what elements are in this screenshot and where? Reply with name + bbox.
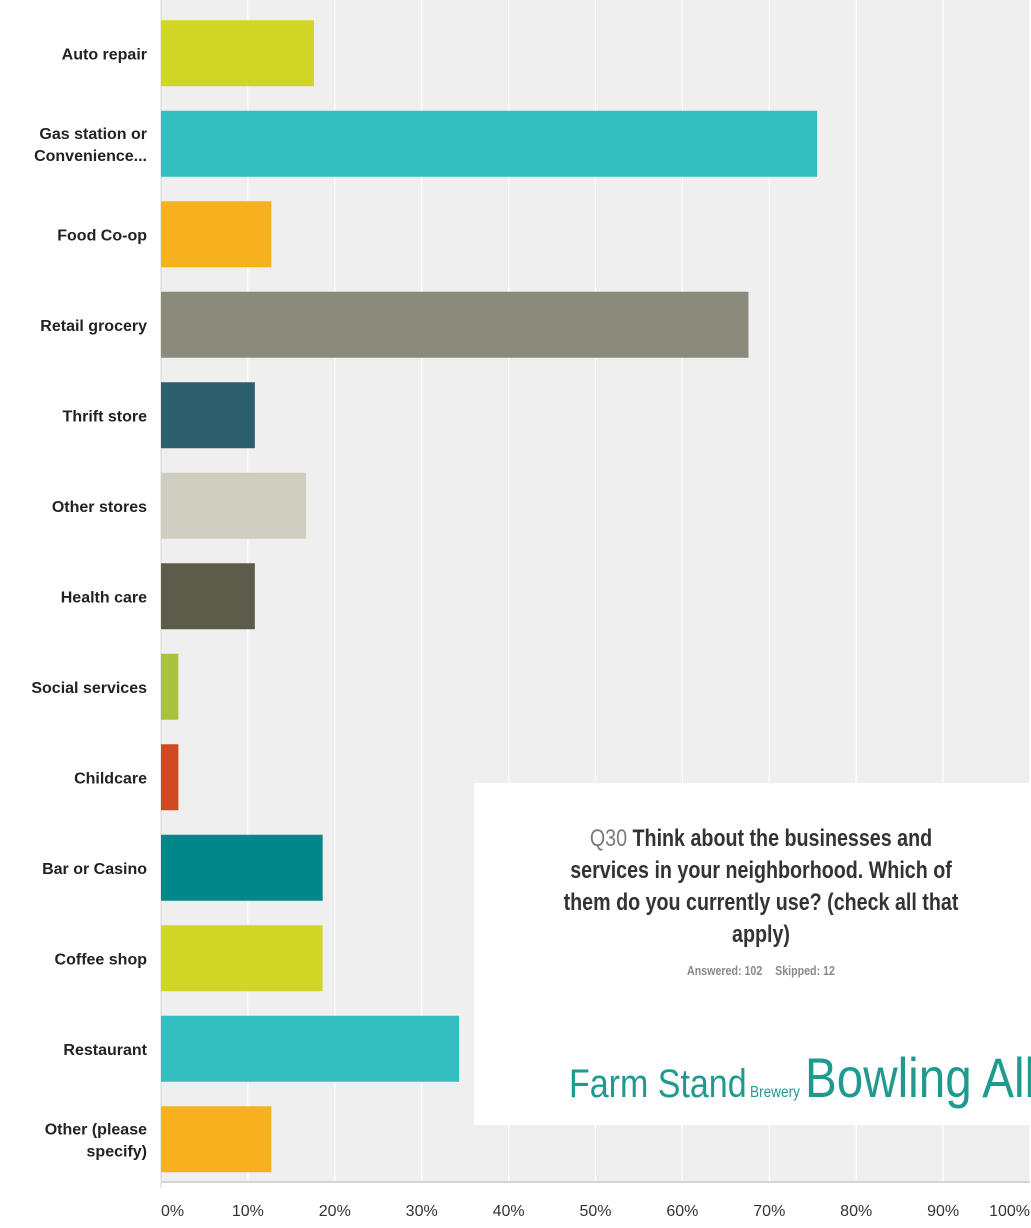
bar (161, 925, 323, 992)
category-label: Other (please specify) (45, 1121, 147, 1160)
question-text: Q30 Think about the businesses and servi… (474, 823, 1031, 951)
bar (161, 110, 818, 177)
word-cloud-word: Brewery (750, 1084, 800, 1101)
category-label: Food Co-op (57, 227, 147, 244)
x-tick-label: 60% (666, 1203, 698, 1220)
category-label: Childcare (74, 770, 147, 787)
skipped-count: Skipped: 12 (775, 963, 835, 978)
x-tick-label: 10% (232, 1203, 264, 1220)
question-line-3: them do you currently use? (check all th… (563, 889, 959, 916)
bar (161, 382, 255, 449)
category-label: Retail grocery (40, 318, 147, 335)
bars (161, 20, 818, 1173)
answered-count: Answered: 102 (687, 963, 763, 978)
x-tick-label: 20% (319, 1203, 351, 1220)
question-overlay: Q30 Think about the businesses and servi… (474, 783, 1031, 1125)
question-line-2: services in your neighborhood. Which of (570, 857, 952, 884)
response-stats: Answered: 102 Skipped: 12 (474, 963, 1031, 978)
bar (161, 653, 179, 720)
category-label: Thrift store (63, 408, 148, 425)
x-tick-label: 70% (753, 1203, 785, 1220)
x-tick-label: 30% (406, 1203, 438, 1220)
x-tick-label: 50% (579, 1203, 611, 1220)
question-number: Q30 (589, 825, 628, 852)
bar (161, 1106, 272, 1173)
bar (161, 20, 314, 87)
x-tick-label: 80% (840, 1203, 872, 1220)
word-cloud-word: Bowling Alley (805, 1046, 1031, 1109)
x-tick-label: 90% (927, 1203, 959, 1220)
bar (161, 744, 179, 811)
x-tick-label: 100% (989, 1203, 1030, 1220)
bar (161, 563, 255, 630)
category-label: Bar or Casino (42, 861, 147, 878)
word-cloud-word: Farm Stand (569, 1062, 747, 1106)
category-label: Auto repair (62, 46, 147, 63)
question-line-4: apply) (732, 921, 790, 948)
category-label: Health care (61, 589, 147, 606)
category-labels: Auto repair Gas station or Convenience... F… (31, 46, 147, 1160)
x-tick-label: 40% (493, 1203, 525, 1220)
bar (161, 834, 323, 901)
category-label: Coffee shop (55, 951, 148, 968)
x-tick-labels: 0% 10% 20% 30% 40% 50% 60% 70% 80% 90% 100% (161, 1203, 1030, 1220)
category-label: Social services (31, 680, 147, 697)
question-line-1: Think about the businesses and (632, 825, 933, 852)
x-tick-label: 0% (161, 1203, 184, 1220)
category-label: Gas station or Convenience... (34, 126, 147, 165)
bar (161, 472, 307, 539)
bar (161, 201, 272, 268)
category-label: Other stores (52, 499, 147, 516)
bar (161, 1015, 460, 1082)
bar (161, 291, 749, 358)
category-label: Restaurant (63, 1042, 147, 1059)
